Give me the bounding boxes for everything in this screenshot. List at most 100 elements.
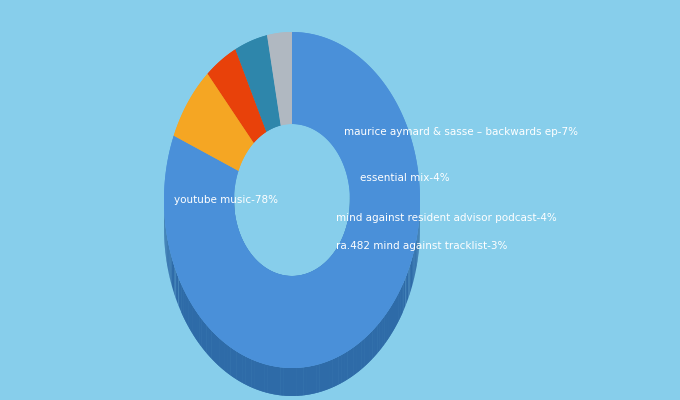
Polygon shape [185, 292, 186, 321]
Polygon shape [409, 262, 411, 294]
Polygon shape [211, 331, 213, 360]
Polygon shape [250, 359, 252, 388]
Polygon shape [370, 331, 373, 362]
Polygon shape [205, 324, 207, 353]
Polygon shape [339, 242, 341, 272]
Polygon shape [274, 366, 277, 395]
Polygon shape [164, 32, 420, 368]
Polygon shape [246, 246, 247, 276]
Polygon shape [277, 273, 278, 302]
Polygon shape [287, 368, 290, 396]
Polygon shape [335, 250, 336, 279]
Polygon shape [203, 322, 205, 351]
Polygon shape [321, 363, 322, 392]
Polygon shape [329, 360, 333, 389]
Polygon shape [349, 350, 350, 379]
Polygon shape [417, 233, 418, 266]
Polygon shape [285, 368, 286, 396]
Polygon shape [186, 294, 187, 324]
Polygon shape [294, 368, 296, 396]
Polygon shape [325, 262, 326, 291]
Polygon shape [351, 348, 352, 377]
Polygon shape [301, 275, 303, 303]
Polygon shape [310, 272, 311, 300]
Polygon shape [368, 334, 369, 363]
Polygon shape [242, 238, 243, 268]
Polygon shape [384, 315, 385, 344]
Polygon shape [307, 273, 309, 301]
Polygon shape [381, 319, 382, 348]
Polygon shape [225, 343, 228, 373]
Polygon shape [391, 303, 393, 334]
Polygon shape [266, 364, 267, 393]
Polygon shape [324, 263, 325, 292]
Polygon shape [371, 331, 373, 360]
Polygon shape [202, 319, 204, 350]
Polygon shape [384, 313, 387, 344]
Polygon shape [385, 314, 386, 343]
Polygon shape [324, 362, 326, 390]
Polygon shape [302, 367, 303, 396]
Polygon shape [313, 366, 314, 394]
Polygon shape [262, 265, 263, 294]
Polygon shape [178, 278, 180, 309]
Polygon shape [333, 359, 334, 388]
Polygon shape [168, 241, 169, 274]
Polygon shape [305, 274, 306, 302]
Polygon shape [296, 276, 297, 304]
Polygon shape [411, 258, 412, 290]
Polygon shape [228, 345, 231, 375]
Polygon shape [192, 306, 193, 335]
Polygon shape [317, 364, 318, 393]
Polygon shape [261, 363, 265, 392]
Polygon shape [394, 299, 396, 328]
Polygon shape [405, 274, 407, 306]
Polygon shape [397, 294, 398, 324]
Polygon shape [321, 265, 322, 294]
Polygon shape [367, 334, 370, 364]
Polygon shape [314, 269, 316, 298]
Polygon shape [386, 312, 387, 342]
Polygon shape [248, 358, 249, 386]
Polygon shape [173, 262, 174, 294]
Polygon shape [199, 316, 202, 347]
Text: essential mix-4%: essential mix-4% [360, 173, 449, 183]
Polygon shape [279, 367, 281, 395]
Polygon shape [273, 272, 275, 301]
Polygon shape [332, 254, 333, 283]
Polygon shape [244, 356, 245, 384]
Polygon shape [185, 292, 187, 324]
Polygon shape [253, 360, 254, 388]
Polygon shape [271, 366, 274, 394]
Polygon shape [284, 368, 285, 396]
Polygon shape [252, 255, 253, 284]
Polygon shape [226, 344, 227, 373]
Polygon shape [310, 366, 313, 394]
Polygon shape [382, 318, 384, 347]
Polygon shape [413, 250, 414, 282]
Polygon shape [180, 281, 182, 313]
Polygon shape [204, 322, 207, 353]
Polygon shape [279, 274, 281, 302]
Polygon shape [347, 351, 349, 380]
Polygon shape [366, 336, 367, 365]
Polygon shape [259, 362, 260, 391]
Polygon shape [326, 362, 327, 390]
Polygon shape [303, 367, 307, 395]
Polygon shape [241, 354, 243, 383]
Polygon shape [338, 245, 339, 275]
Polygon shape [407, 270, 408, 302]
Polygon shape [189, 300, 190, 330]
Polygon shape [182, 287, 183, 316]
Polygon shape [328, 258, 330, 287]
Polygon shape [249, 358, 250, 387]
Polygon shape [177, 274, 178, 306]
Polygon shape [214, 333, 215, 362]
Polygon shape [194, 308, 195, 338]
Polygon shape [307, 366, 309, 395]
Polygon shape [265, 364, 267, 393]
Polygon shape [354, 346, 356, 374]
Polygon shape [198, 314, 199, 343]
Polygon shape [267, 365, 271, 394]
Polygon shape [395, 296, 397, 328]
